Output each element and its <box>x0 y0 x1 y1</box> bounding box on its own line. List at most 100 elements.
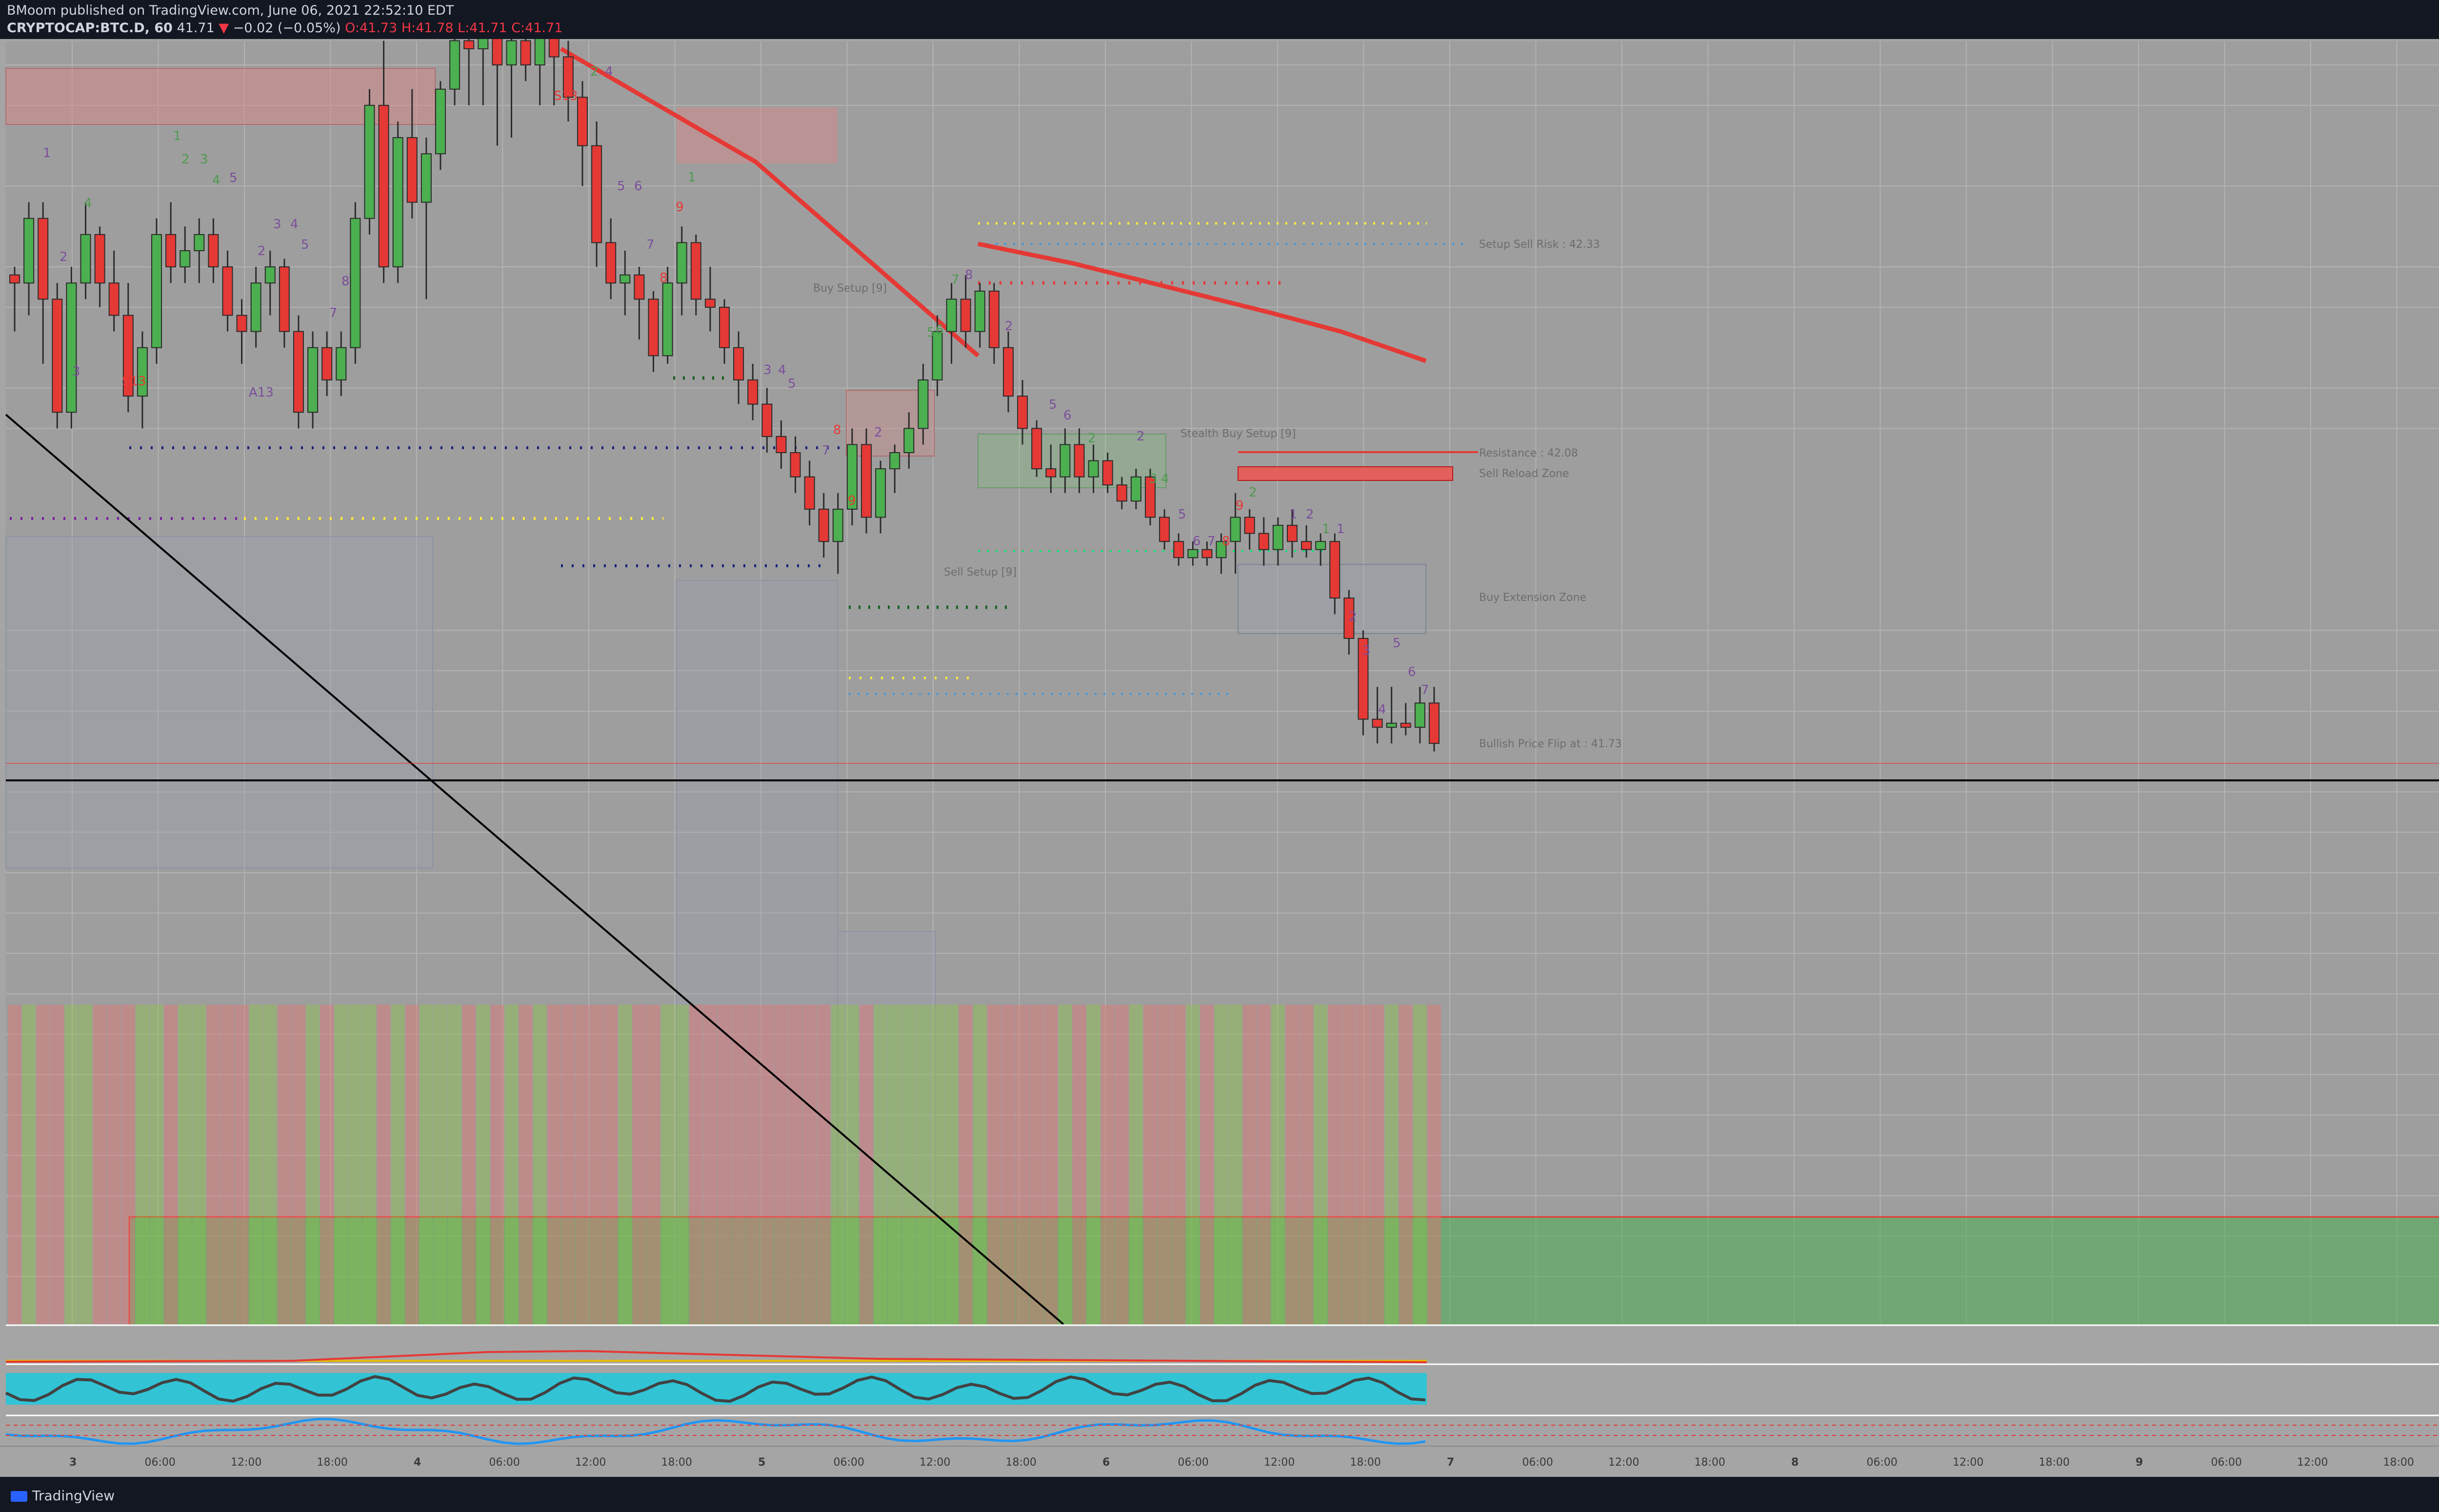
svg-text:4: 4 <box>605 64 613 79</box>
macd-line-2 <box>5 1350 1427 1363</box>
svg-text:4: 4 <box>778 363 786 378</box>
tradingview-logo[interactable]: TradingView <box>11 1488 115 1504</box>
svg-text:7: 7 <box>951 273 960 287</box>
volume-bar <box>490 1005 504 1324</box>
candle <box>1315 533 1326 566</box>
volume-bar <box>1413 1005 1427 1324</box>
footer-bar: TradingView <box>0 1477 2439 1512</box>
candle <box>1301 525 1312 558</box>
volume-bar <box>1328 1005 1342 1324</box>
time-tick-label: 3 <box>69 1456 77 1469</box>
volume-bar <box>732 1005 746 1324</box>
candle <box>264 251 276 316</box>
volume-bar <box>874 1005 888 1324</box>
volume-bar <box>1384 1005 1399 1324</box>
volume-bar <box>1158 1005 1172 1324</box>
volume-bar <box>1001 1005 1015 1324</box>
volume-bar <box>817 1005 831 1324</box>
svg-text:4: 4 <box>1161 472 1169 486</box>
supply-zone-mid <box>677 107 838 163</box>
volume-bar <box>675 1005 689 1324</box>
svg-text:S13: S13 <box>122 374 146 389</box>
svg-text:6: 6 <box>1193 534 1201 549</box>
time-tick-label: 06:00 <box>2211 1456 2242 1469</box>
candle <box>562 40 574 122</box>
candle <box>1244 509 1255 550</box>
volume-green-box <box>128 1216 2439 1326</box>
svg-text:7: 7 <box>329 306 338 320</box>
volume-bar <box>1228 1005 1242 1324</box>
volume-bar <box>718 1005 731 1324</box>
volume-bar <box>36 1005 50 1324</box>
williams-r-line <box>5 1417 1426 1445</box>
ohlc-high: H:41.78 <box>401 20 454 36</box>
candle <box>293 315 304 429</box>
svg-text:9: 9 <box>848 494 856 508</box>
candle <box>194 218 205 283</box>
candle <box>66 267 77 429</box>
candle <box>350 202 361 364</box>
volume-bar <box>1143 1005 1157 1324</box>
candle <box>1003 331 1014 413</box>
candle <box>1074 428 1085 493</box>
svg-text:4: 4 <box>1378 702 1386 717</box>
svg-text:2: 2 <box>590 64 599 79</box>
volume-bar <box>902 1005 916 1324</box>
svg-text:5: 5 <box>301 238 309 252</box>
volume-bar <box>348 1005 362 1324</box>
time-tick-label: 4 <box>414 1456 421 1469</box>
volume-bar <box>1086 1005 1100 1324</box>
svg-text:1: 1 <box>1337 522 1345 537</box>
candle <box>974 283 985 348</box>
svg-text:8: 8 <box>341 274 350 289</box>
volume-bar <box>1172 1005 1186 1324</box>
volume-bar <box>1314 1005 1328 1324</box>
candle <box>719 299 730 364</box>
volume-bar <box>788 1005 802 1324</box>
annotation-stealth-buy-setup: Stealth Buy Setup [9] <box>1180 428 1296 440</box>
time-tick-label: 12:00 <box>575 1456 606 1469</box>
candle <box>1414 687 1425 744</box>
volume-bar <box>462 1005 476 1324</box>
brand-label: TradingView <box>32 1488 115 1504</box>
volume-bar <box>8 1005 21 1324</box>
candle <box>378 40 389 283</box>
volume-bar <box>1271 1005 1285 1324</box>
svg-text:2: 2 <box>1088 431 1096 446</box>
volume-bar <box>689 1005 703 1324</box>
candle <box>918 363 929 445</box>
volume-bar <box>320 1005 334 1324</box>
annotation-bullish-price-flip: Bullish Price Flip at : 41.73 <box>1479 738 1622 750</box>
svg-text:2: 2 <box>1349 610 1357 624</box>
indicator-panels <box>5 1324 2439 1446</box>
zones <box>5 68 2439 1326</box>
time-tick-label: 6 <box>1102 1456 1110 1469</box>
volume-bar <box>1186 1005 1200 1324</box>
svg-text:9: 9 <box>676 200 684 215</box>
candle <box>1230 493 1241 574</box>
svg-text:A13: A13 <box>249 385 274 400</box>
candle <box>790 436 801 493</box>
svg-text:3: 3 <box>1149 472 1158 486</box>
time-tick-label: 06:00 <box>1867 1456 1898 1469</box>
candle <box>236 299 247 364</box>
candle <box>1429 687 1439 752</box>
volume-bar <box>22 1005 36 1324</box>
svg-text:7: 7 <box>822 443 830 458</box>
time-tick-label: 12:00 <box>1953 1456 1983 1469</box>
bottom-time-axis[interactable]: 3 06:00 12:00 18:00 4 06:00 12:00 18:00 5 06:00 12… <box>0 1446 2439 1477</box>
candle <box>676 226 687 316</box>
annotation-buy-extension-zone: Buy Extension Zone <box>1479 592 1586 604</box>
tradingview-icon <box>11 1491 27 1502</box>
svg-text:1: 1 <box>1289 507 1298 522</box>
svg-text:4: 4 <box>212 173 220 188</box>
candle <box>889 444 900 493</box>
chart-annotations: Setup Sell Risk : 42.33 Stealth Buy Setu… <box>813 239 1622 750</box>
symbol-info: CRYPTOCAP:BTC.D, 60 41.71 ▼ −0.02 (−0.05… <box>7 20 562 36</box>
symbol-name[interactable]: CRYPTOCAP:BTC.D, 60 <box>7 20 173 36</box>
volume-bar <box>121 1005 135 1324</box>
volume-bar <box>618 1005 632 1324</box>
candle <box>946 283 957 364</box>
volume-bar <box>590 1005 604 1324</box>
